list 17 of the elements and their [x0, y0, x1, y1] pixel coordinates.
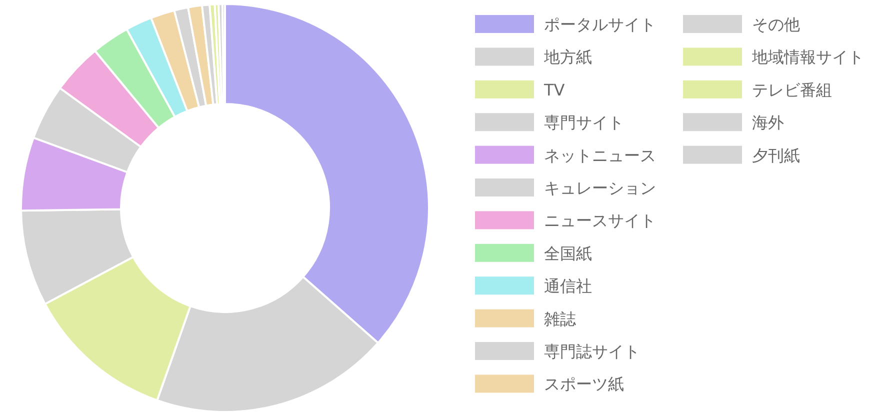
legend-label: 雑誌	[544, 309, 576, 328]
legend-label: 地方紙	[543, 48, 592, 67]
legend-label: 全国紙	[544, 244, 592, 263]
legend-label: テレビ番組	[752, 80, 832, 100]
legend-label: その他	[752, 15, 800, 34]
legend-label: キュレーション	[544, 178, 656, 198]
legend-label: 専門誌サイト	[544, 342, 640, 361]
legend-label: ポータルサイト	[544, 15, 656, 34]
legend-label: ニュースサイト	[544, 211, 656, 230]
legend-label: 専門サイト	[544, 113, 624, 132]
legend-label: スポーツ紙	[544, 374, 624, 394]
legend-label: ネットニュース	[544, 146, 656, 165]
legend-label: 夕刊紙	[752, 146, 800, 165]
legend-label: 地域情報サイト	[751, 48, 864, 67]
legend-label: TV	[543, 80, 565, 100]
legend-label: 通信社	[544, 276, 592, 296]
legend-label: 海外	[752, 113, 784, 132]
